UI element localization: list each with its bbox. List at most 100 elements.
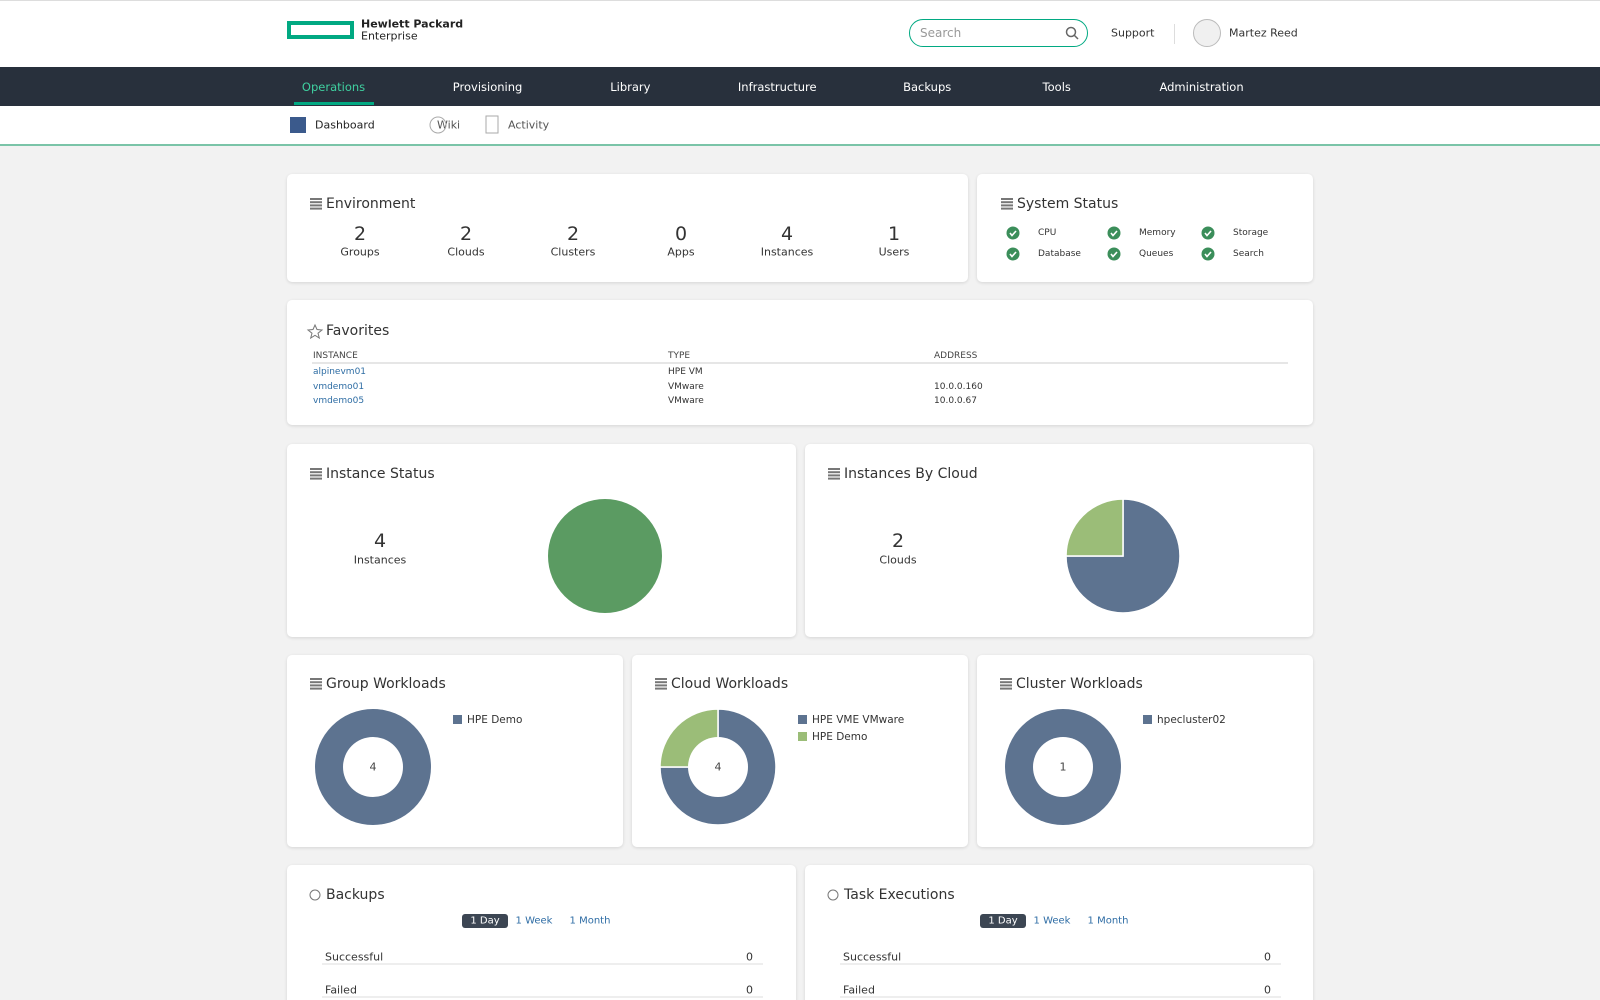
period-option[interactable]: 1 Week <box>515 915 553 927</box>
stat-value: 2 <box>459 223 473 245</box>
instance-link[interactable]: vmdemo01 <box>313 381 365 392</box>
header <box>0 0 1600 67</box>
period-option[interactable]: 1 Day <box>988 915 1018 927</box>
logo-mark <box>287 21 354 39</box>
stat-value: 0 <box>674 223 688 245</box>
nav-item[interactable]: Operations <box>301 80 366 94</box>
card-title: Backups <box>326 887 385 903</box>
status-label: Search <box>1233 249 1264 259</box>
stat-label: Users <box>878 245 910 259</box>
stat-value: 2 <box>566 223 580 245</box>
card-title: Cloud Workloads <box>671 676 789 692</box>
period-pill[interactable] <box>980 914 1026 928</box>
support-menu[interactable]: Support <box>1111 26 1155 40</box>
card-title: System Status <box>1017 196 1119 212</box>
legend-label: HPE Demo <box>467 714 523 726</box>
stat-label: Groups <box>340 245 380 259</box>
logo-text: Hewlett Packard <box>361 17 464 31</box>
avatar[interactable] <box>1193 19 1221 47</box>
row-label: Failed <box>325 983 357 997</box>
donut-total: 1 <box>1059 760 1067 774</box>
nav-item[interactable]: Tools <box>1042 80 1071 94</box>
column-header: ADDRESS <box>934 351 978 361</box>
column-header: TYPE <box>668 351 691 361</box>
cell: 10.0.0.67 <box>934 396 977 406</box>
stat-label: Clouds <box>447 245 485 259</box>
row-value: 0 <box>1264 983 1271 997</box>
period-option[interactable]: 1 Month <box>1087 915 1129 927</box>
logo-text: Enterprise <box>361 29 418 43</box>
legend-swatch <box>1143 715 1152 724</box>
card-title: Favorites <box>326 323 390 339</box>
nav-item[interactable]: Library <box>610 80 651 94</box>
search-box[interactable] <box>909 19 1088 47</box>
status-label: Storage <box>1233 228 1269 238</box>
cell: 10.0.0.160 <box>934 381 983 392</box>
row-label: Successful <box>843 950 902 964</box>
card-title: Group Workloads <box>326 676 446 692</box>
count-value: 4 <box>373 530 387 552</box>
legend-label: HPE VME VMware <box>812 714 905 726</box>
cell: HPE VM <box>668 367 703 377</box>
row-value: 0 <box>1264 950 1271 964</box>
nav-item[interactable]: Provisioning <box>452 80 523 94</box>
card <box>977 174 1313 282</box>
search-icon <box>1065 26 1079 40</box>
stat-label: Instances <box>760 245 814 259</box>
cell: VMware <box>668 396 704 406</box>
legend-swatch <box>798 715 807 724</box>
period-option[interactable]: 1 Week <box>1033 915 1071 927</box>
subnav-item[interactable]: Dashboard <box>315 118 375 132</box>
stat-value: 1 <box>887 223 901 245</box>
count-label: Clouds <box>879 553 917 567</box>
user-menu[interactable]: Martez Reed <box>1229 26 1298 40</box>
period-option[interactable]: 1 Day <box>470 915 500 927</box>
card <box>287 444 796 637</box>
nav-bar <box>0 67 1600 106</box>
card-title: Cluster Workloads <box>1016 676 1143 692</box>
subnav-item[interactable]: Wiki <box>437 118 461 132</box>
card-title: Instances By Cloud <box>844 466 978 482</box>
donut-total: 4 <box>714 760 722 774</box>
nav-underline <box>293 102 374 105</box>
donut-total: 4 <box>369 760 377 774</box>
card-title: Task Executions <box>844 887 955 903</box>
legend-label: hpecluster02 <box>1157 714 1226 726</box>
divider <box>1174 24 1175 44</box>
row-value: 0 <box>746 983 753 997</box>
period-pill[interactable] <box>462 914 508 928</box>
row-label: Failed <box>843 983 875 997</box>
stat-value: 4 <box>780 223 794 245</box>
instance-link[interactable]: alpinevm01 <box>313 367 367 377</box>
status-label: Queues <box>1139 249 1174 259</box>
subnav-item[interactable]: Activity <box>508 118 550 132</box>
stat-label: Apps <box>667 245 695 259</box>
period-option[interactable]: 1 Month <box>569 915 611 927</box>
nav-item[interactable]: Infrastructure <box>737 80 817 94</box>
card-title: Environment <box>326 196 416 212</box>
instance-link[interactable]: vmdemo05 <box>313 396 365 406</box>
card <box>805 865 1313 1000</box>
legend-swatch <box>453 715 462 724</box>
nav-item[interactable]: Administration <box>1159 80 1244 94</box>
nav-item[interactable]: Backups <box>903 80 952 94</box>
card <box>287 174 968 282</box>
stat-label: Clusters <box>550 245 596 259</box>
status-label: Database <box>1038 249 1081 259</box>
row-value: 0 <box>746 950 753 964</box>
count-label: Instances <box>353 553 407 567</box>
card <box>805 444 1313 637</box>
card-title: Instance Status <box>326 466 435 482</box>
legend-swatch <box>798 732 807 741</box>
status-label: CPU <box>1038 228 1057 238</box>
count-value: 2 <box>891 530 905 552</box>
stat-value: 2 <box>353 223 367 245</box>
card <box>287 300 1313 425</box>
status-label: Memory <box>1139 228 1176 238</box>
column-header: INSTANCE <box>313 351 358 361</box>
cell: VMware <box>668 381 704 392</box>
row-label: Successful <box>325 950 384 964</box>
card <box>287 865 796 1000</box>
